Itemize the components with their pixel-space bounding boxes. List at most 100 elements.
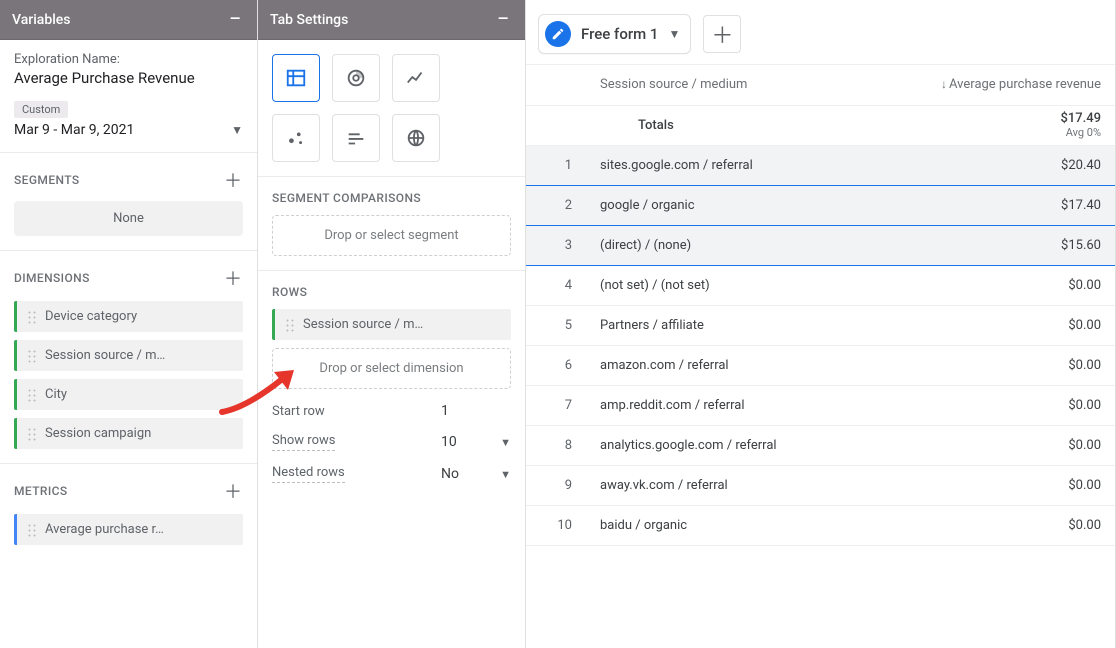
- dimensions-heading: DIMENSIONS: [14, 271, 90, 285]
- dimension-chip[interactable]: City: [14, 379, 243, 410]
- row-index: 9: [526, 465, 586, 505]
- nested-rows-select[interactable]: No▼: [441, 466, 511, 482]
- table-header-metric[interactable]: ↓Average purchase revenue: [862, 65, 1115, 105]
- row-dimension: (not set) / (not set): [586, 265, 862, 305]
- table-row[interactable]: 3(direct) / (none)$15.60: [526, 225, 1115, 265]
- row-dimension: sites.google.com / referral: [586, 145, 862, 185]
- start-row-label: Start row: [272, 404, 325, 419]
- table-row[interactable]: 6amazon.com / referral$0.00: [526, 345, 1115, 385]
- donut-icon: [345, 67, 367, 89]
- row-index: 5: [526, 305, 586, 345]
- metrics-heading: METRICS: [14, 484, 68, 498]
- report-tab-chip[interactable]: Free form 1 ▼: [538, 14, 691, 54]
- grip-icon: [27, 427, 37, 441]
- dimension-chip[interactable]: Device category: [14, 301, 243, 332]
- grip-icon: [27, 310, 37, 324]
- table-row[interactable]: 4(not set) / (not set)$0.00: [526, 265, 1115, 305]
- viz-donut-button[interactable]: [332, 54, 380, 102]
- row-dimension: analytics.google.com / referral: [586, 425, 862, 465]
- table-header-dimension[interactable]: Session source / medium: [586, 65, 862, 105]
- row-value: $0.00: [862, 505, 1115, 545]
- globe-icon: [405, 127, 427, 149]
- table-row[interactable]: 2google / organic$17.40: [526, 185, 1115, 225]
- segment-comparisons-heading: SEGMENT COMPARISONS: [272, 191, 511, 205]
- add-dimension-icon[interactable]: ＋: [223, 265, 243, 291]
- table-icon: [285, 67, 307, 89]
- dimension-chip[interactable]: Session campaign: [14, 418, 243, 449]
- viz-line-button[interactable]: [392, 54, 440, 102]
- rows-heading: ROWS: [272, 285, 511, 299]
- grip-icon: [285, 318, 295, 332]
- add-segment-icon[interactable]: ＋: [223, 167, 243, 193]
- dimension-chip-label: Session source / m…: [45, 348, 165, 363]
- exploration-name-value[interactable]: Average Purchase Revenue: [14, 69, 243, 87]
- nested-rows-label: Nested rows: [272, 465, 345, 483]
- table-header-metric-label: Average purchase revenue: [949, 77, 1101, 92]
- table-row[interactable]: 9away.vk.com / referral$0.00: [526, 465, 1115, 505]
- start-row-row: Start row 1: [272, 403, 511, 419]
- report-panel: Free form 1 ▼ ＋ Session source / medium …: [526, 0, 1116, 648]
- date-range-group[interactable]: Custom Mar 9 - Mar 9, 2021 ▼: [14, 101, 243, 138]
- table-row[interactable]: 7amp.reddit.com / referral$0.00: [526, 385, 1115, 425]
- viz-type-grid: [272, 54, 511, 162]
- rows-chip[interactable]: Session source / m…: [272, 309, 511, 340]
- add-metric-icon[interactable]: ＋: [223, 478, 243, 504]
- table-body: Totals $17.49 Avg 0% 1sites.google.com /…: [526, 105, 1115, 545]
- show-rows-value-text: 10: [441, 434, 457, 450]
- segments-none[interactable]: None: [14, 201, 243, 236]
- segment-drop-zone[interactable]: Drop or select segment: [272, 215, 511, 256]
- row-value: $0.00: [862, 345, 1115, 385]
- row-value: $0.00: [862, 465, 1115, 505]
- row-index: 2: [526, 185, 586, 225]
- row-dimension: google / organic: [586, 185, 862, 225]
- show-rows-select[interactable]: 10 ▼: [441, 434, 511, 450]
- variables-panel-title: Variables: [12, 12, 70, 28]
- row-value: $17.40: [862, 185, 1115, 225]
- row-dimension: amazon.com / referral: [586, 345, 862, 385]
- table-row[interactable]: 5Partners / affiliate$0.00: [526, 305, 1115, 345]
- segments-heading: SEGMENTS: [14, 173, 80, 187]
- collapse-tab-settings-icon[interactable]: −: [493, 10, 513, 30]
- date-mode-pill: Custom: [14, 101, 68, 118]
- row-index: 4: [526, 265, 586, 305]
- divider: [0, 250, 257, 251]
- app-root: Variables − Exploration Name: Average Pu…: [0, 0, 1116, 648]
- table-totals-row: Totals $17.49 Avg 0%: [526, 105, 1115, 145]
- dimension-chip-label: Session campaign: [45, 426, 151, 441]
- divider: [0, 463, 257, 464]
- exploration-name-label: Exploration Name:: [14, 52, 243, 67]
- scatter-icon: [285, 127, 307, 149]
- totals-label: Totals: [586, 105, 862, 145]
- row-dimension: baidu / organic: [586, 505, 862, 545]
- row-dimension: away.vk.com / referral: [586, 465, 862, 505]
- add-tab-button[interactable]: ＋: [703, 15, 741, 53]
- table-header-row: Session source / medium ↓Average purchas…: [526, 65, 1115, 105]
- table-row[interactable]: 8analytics.google.com / referral$0.00: [526, 425, 1115, 465]
- totals-value: $17.49: [1060, 111, 1101, 126]
- start-row-value[interactable]: 1: [441, 403, 511, 419]
- tab-settings-panel-header: Tab Settings −: [258, 0, 525, 40]
- report-tab-name: Free form 1: [581, 25, 658, 43]
- metric-chip[interactable]: Average purchase r…: [14, 514, 243, 545]
- viz-bar-button[interactable]: [332, 114, 380, 162]
- table-row[interactable]: 1sites.google.com / referral$20.40: [526, 145, 1115, 185]
- table-row[interactable]: 10baidu / organic$0.00: [526, 505, 1115, 545]
- nested-rows-value-text: No: [441, 466, 459, 482]
- row-index: 7: [526, 385, 586, 425]
- totals-value-cell: $17.49 Avg 0%: [862, 105, 1115, 145]
- collapse-variables-icon[interactable]: −: [225, 10, 245, 30]
- date-range-value: Mar 9 - Mar 9, 2021: [14, 122, 134, 138]
- metric-chip-label: Average purchase r…: [45, 522, 164, 537]
- viz-scatter-button[interactable]: [272, 114, 320, 162]
- pencil-icon: [545, 21, 571, 47]
- table-header-index: [526, 65, 586, 105]
- divider: [0, 152, 257, 153]
- dimension-chip[interactable]: Session source / m…: [14, 340, 243, 371]
- viz-geo-button[interactable]: [392, 114, 440, 162]
- variables-panel: Variables − Exploration Name: Average Pu…: [0, 0, 258, 648]
- rows-drop-zone[interactable]: Drop or select dimension: [272, 348, 511, 389]
- viz-table-button[interactable]: [272, 54, 320, 102]
- row-value: $0.00: [862, 385, 1115, 425]
- grip-icon: [27, 523, 37, 537]
- chevron-down-icon: ▼: [500, 436, 511, 449]
